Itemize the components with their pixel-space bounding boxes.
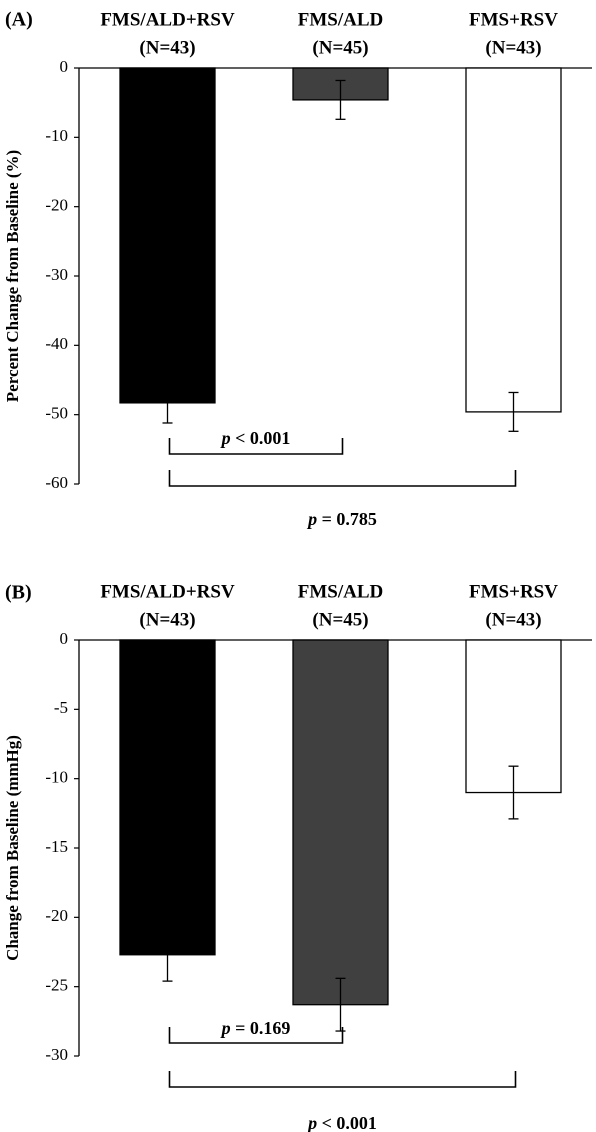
p-value-label: p < 0.001 bbox=[220, 428, 291, 448]
y-tick-label: -10 bbox=[45, 768, 68, 787]
y-tick-label: -60 bbox=[45, 473, 68, 492]
panel-label: (A) bbox=[5, 9, 33, 31]
y-tick-label: -20 bbox=[45, 906, 68, 925]
chart-panel-b: (B) FMS/ALD+RSV (N=43) FMS/ALD (N=45) FMS+RSV… bbox=[3, 581, 592, 1132]
category-label: FMS/ALD bbox=[298, 581, 384, 602]
bar-1 bbox=[119, 67, 216, 404]
comparison-bracket bbox=[168, 1071, 517, 1088]
y-tick-label: 0 bbox=[60, 629, 69, 648]
bar-2 bbox=[292, 639, 389, 1006]
category-label: FMS/ALD+RSV bbox=[100, 9, 235, 30]
p-symbol: p bbox=[306, 509, 317, 529]
p-value-label: p = 0.785 bbox=[306, 509, 377, 529]
y-tick-label: -50 bbox=[45, 404, 68, 423]
category-n-label: (N=43) bbox=[139, 609, 195, 630]
comparison-bracket bbox=[168, 1027, 344, 1044]
y-tick-label: -25 bbox=[45, 976, 68, 995]
category-n-label: (N=43) bbox=[485, 37, 541, 58]
category-label: FMS+RSV bbox=[469, 581, 558, 602]
p-symbol: p bbox=[306, 1113, 317, 1132]
p-value-text: = 0.169 bbox=[231, 1018, 291, 1038]
p-value-label: p < 0.001 bbox=[306, 1113, 377, 1132]
chart-panel-a: (A) FMS/ALD+RSV (N=43) FMS/ALD (N=45) FMS+RSV… bbox=[3, 9, 592, 529]
category-label: FMS+RSV bbox=[469, 9, 558, 30]
bar-3 bbox=[465, 67, 562, 413]
p-value-text: = 0.785 bbox=[317, 509, 377, 529]
category-n-label: (N=43) bbox=[485, 609, 541, 630]
comparison-bracket bbox=[168, 438, 344, 455]
p-value-text: < 0.001 bbox=[317, 1113, 377, 1132]
category-n-label: (N=43) bbox=[139, 37, 195, 58]
category-n-label: (N=45) bbox=[312, 37, 368, 58]
p-symbol: p bbox=[220, 428, 231, 448]
panel-label: (B) bbox=[5, 582, 32, 604]
y-tick-label: -40 bbox=[45, 334, 68, 353]
y-tick-label: -30 bbox=[45, 1045, 68, 1064]
y-tick-label: -15 bbox=[45, 837, 68, 856]
category-label: FMS/ALD+RSV bbox=[100, 581, 235, 602]
category-label: FMS/ALD bbox=[298, 9, 384, 30]
y-axis-title: Percent Change from Baseline (%) bbox=[3, 150, 22, 402]
p-value-text: < 0.001 bbox=[231, 428, 291, 448]
y-tick-label: -10 bbox=[45, 126, 68, 145]
category-n-label: (N=45) bbox=[312, 609, 368, 630]
y-tick-label: -30 bbox=[45, 265, 68, 284]
y-axis-title: Change from Baseline (mmHg) bbox=[3, 735, 22, 961]
y-tick-label: -20 bbox=[45, 196, 68, 215]
comparison-bracket bbox=[168, 470, 517, 487]
y-tick-label: -5 bbox=[54, 698, 68, 717]
p-symbol: p bbox=[220, 1018, 231, 1038]
y-tick-label: 0 bbox=[60, 57, 69, 76]
p-value-label: p = 0.169 bbox=[220, 1018, 291, 1038]
bar-1 bbox=[119, 639, 216, 956]
